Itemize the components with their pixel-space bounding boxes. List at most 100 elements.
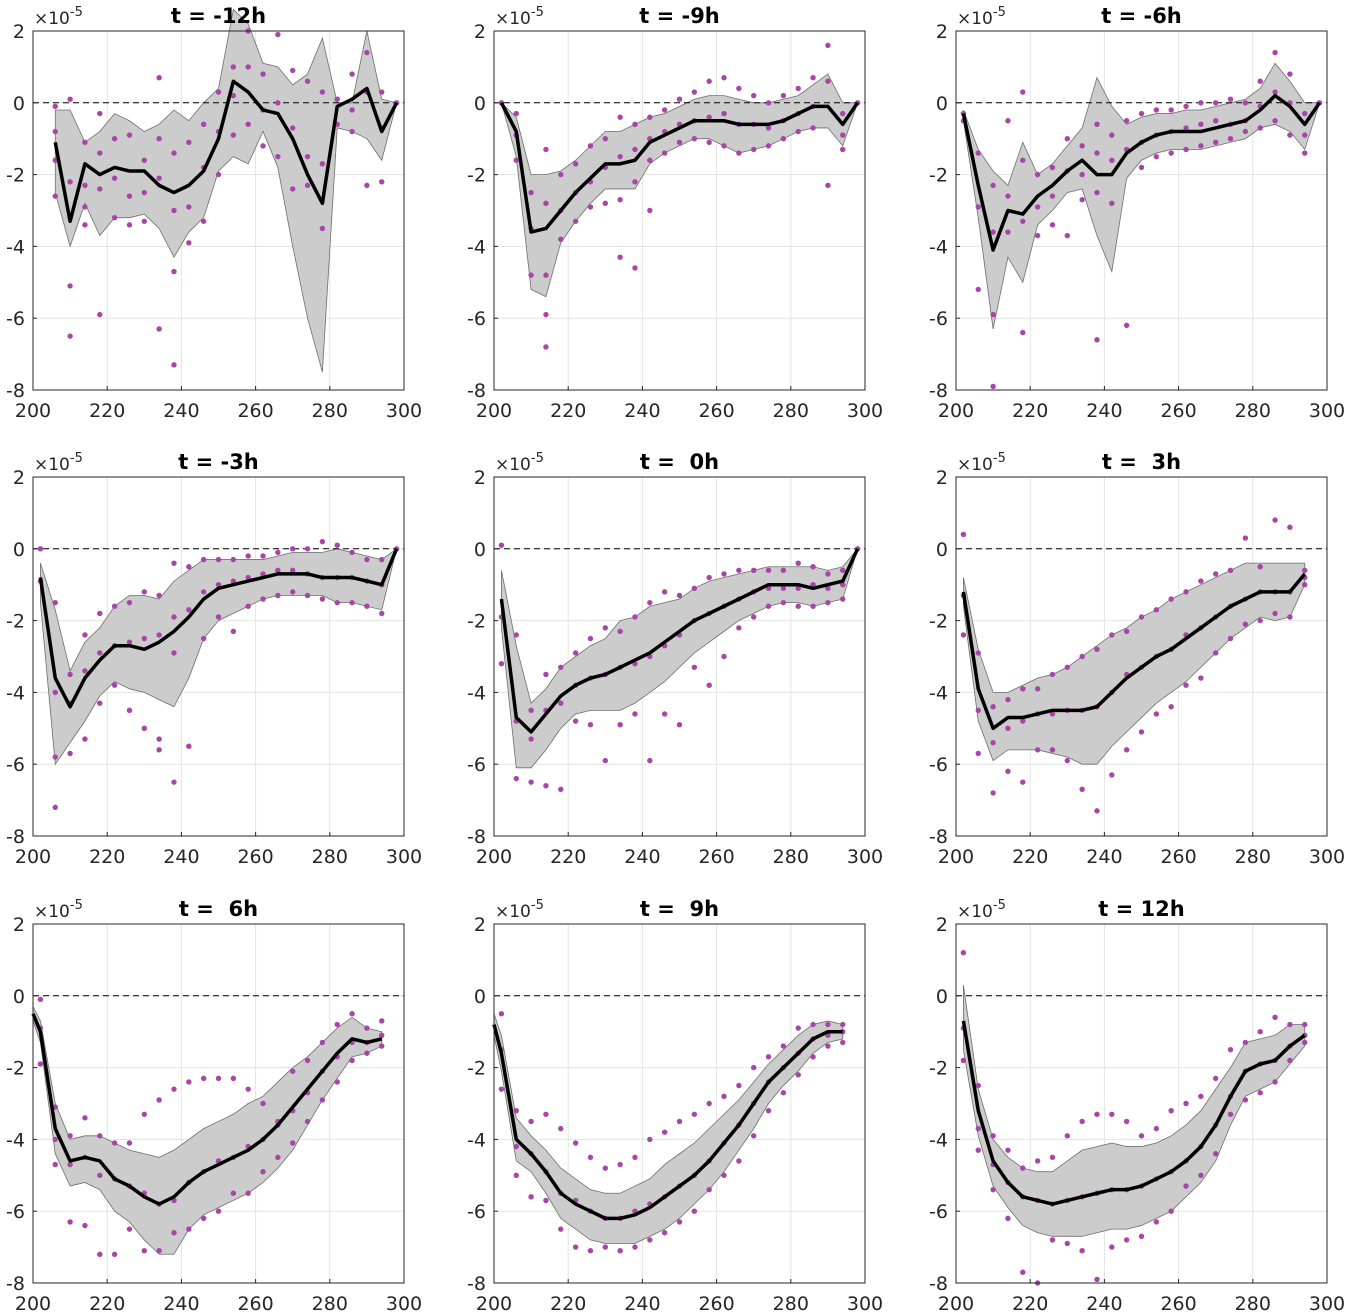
scatter-point — [319, 89, 326, 95]
scatter-point — [528, 272, 534, 278]
x-tick-label: 200 — [15, 400, 51, 422]
scatter-point — [156, 632, 162, 638]
x-tick-label: 280 — [773, 400, 809, 422]
scatter-point — [1198, 1172, 1204, 1179]
scatter-point — [1242, 100, 1249, 106]
scatter-point — [1183, 589, 1189, 595]
scatter-point — [290, 1140, 296, 1146]
scatter-point — [825, 599, 831, 606]
scatter-point — [156, 136, 162, 142]
scatter-point — [67, 283, 73, 289]
scatter-point — [97, 311, 103, 318]
y-exponent-label: ×10-5 — [495, 451, 544, 475]
y-exponent-power: -5 — [531, 898, 544, 913]
scatter-point — [572, 161, 579, 167]
scatter-point — [1272, 118, 1278, 124]
scatter-point — [1272, 1079, 1278, 1085]
x-tick-label: 300 — [1309, 1293, 1345, 1315]
scatter-point — [572, 218, 579, 224]
scatter-point — [1198, 578, 1204, 584]
scatter-point — [126, 1226, 133, 1232]
scatter-point — [691, 136, 698, 142]
scatter-point — [765, 567, 772, 574]
scatter-point — [960, 1057, 967, 1064]
scatter-point — [186, 1226, 192, 1232]
scatter-point — [1049, 747, 1056, 753]
scatter-point — [186, 564, 192, 570]
scatter-point — [1213, 118, 1219, 124]
y-exponent-label: ×10-5 — [34, 451, 83, 475]
scatter-point — [1079, 171, 1085, 178]
scatter-point — [528, 736, 534, 742]
scatter-point — [349, 1057, 355, 1064]
scatter-point — [632, 265, 638, 271]
scatter-point — [558, 664, 564, 670]
y-exponent-power: -5 — [70, 898, 83, 913]
y-tick-label: -2 — [929, 165, 948, 187]
scatter-point — [349, 549, 355, 556]
y-tick-label: -2 — [929, 1058, 948, 1080]
scatter-point — [260, 71, 266, 77]
y-tick-label: 2 — [13, 914, 25, 936]
scatter-point — [990, 790, 996, 796]
scatter-point — [676, 1118, 683, 1125]
scatter-point — [334, 96, 340, 102]
scatter-point — [186, 139, 192, 145]
scatter-point — [349, 1011, 355, 1017]
scatter-point — [498, 1011, 505, 1017]
x-tick-label: 300 — [386, 1293, 422, 1315]
scatter-point — [215, 582, 222, 588]
scatter-point — [275, 592, 281, 599]
scatter-point — [334, 599, 340, 606]
scatter-point — [319, 225, 326, 232]
scatter-point — [840, 110, 846, 117]
scatter-point — [304, 592, 311, 599]
scatter-point — [810, 74, 816, 81]
x-tick-label: 240 — [624, 400, 660, 422]
scatter-point — [215, 89, 222, 95]
scatter-point — [721, 110, 727, 117]
scatter-point — [215, 614, 222, 620]
scatter-point — [1020, 329, 1026, 336]
x-tick-label: 220 — [1012, 400, 1048, 422]
scatter-point — [1213, 1151, 1219, 1157]
scatter-point — [975, 286, 981, 293]
scatter-point — [97, 186, 103, 192]
scatter-point — [186, 240, 192, 246]
scatter-point — [171, 1230, 177, 1236]
scatter-point — [1005, 1215, 1011, 1222]
scatter-point — [706, 1186, 712, 1193]
y-tick-label: 2 — [936, 467, 948, 489]
y-tick-label: 0 — [474, 93, 486, 115]
scatter-point — [1198, 1093, 1204, 1100]
scatter-point — [810, 1021, 816, 1028]
scatter-point — [1005, 725, 1011, 731]
scatter-point — [528, 779, 534, 785]
scatter-point — [513, 1107, 519, 1114]
scatter-point — [1227, 136, 1234, 142]
scatter-point — [795, 560, 801, 566]
y-exponent-label: ×10-5 — [495, 5, 544, 29]
scatter-point — [82, 632, 88, 638]
scatter-point — [572, 1244, 579, 1250]
x-tick-label: 240 — [163, 1293, 199, 1315]
scatter-point — [1227, 96, 1234, 102]
scatter-point — [97, 1251, 103, 1257]
x-tick-label: 260 — [237, 1293, 273, 1315]
scatter-point — [840, 1039, 846, 1046]
scatter-point — [126, 193, 133, 199]
scatter-point — [990, 739, 996, 746]
subplot-title: t = 3h — [1102, 450, 1181, 474]
y-tick-label: -2 — [6, 611, 25, 633]
scatter-point — [528, 1118, 534, 1125]
y-tick-label: 2 — [474, 467, 486, 489]
scatter-point — [1257, 1029, 1263, 1035]
scatter-point — [1153, 107, 1160, 113]
x-tick-label: 220 — [1012, 1293, 1048, 1315]
scatter-point — [1272, 610, 1278, 617]
scatter-point — [617, 254, 623, 260]
y-tick-label: -6 — [467, 308, 486, 330]
x-tick-label: 200 — [938, 400, 974, 422]
scatter-point — [245, 574, 251, 581]
x-tick-label: 280 — [773, 1293, 809, 1315]
